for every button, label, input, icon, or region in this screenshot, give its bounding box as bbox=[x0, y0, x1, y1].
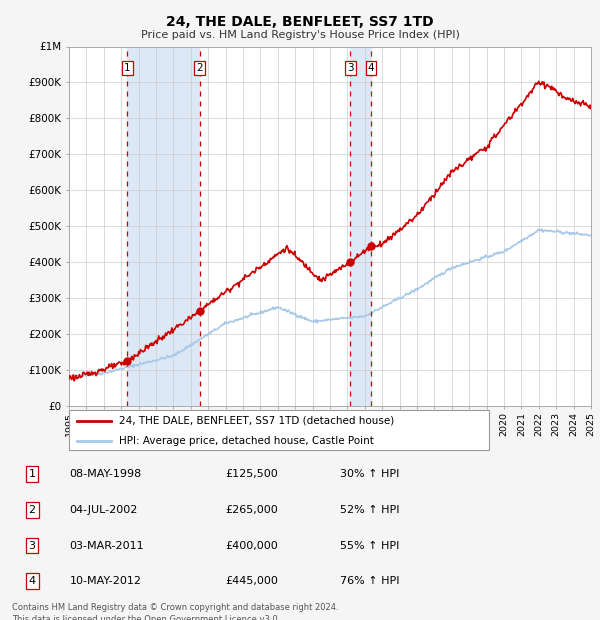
Text: 55% ↑ HPI: 55% ↑ HPI bbox=[340, 541, 400, 551]
FancyBboxPatch shape bbox=[69, 410, 489, 449]
Text: 4: 4 bbox=[368, 63, 374, 73]
Text: 24, THE DALE, BENFLEET, SS7 1TD: 24, THE DALE, BENFLEET, SS7 1TD bbox=[166, 16, 434, 30]
Text: 2: 2 bbox=[196, 63, 203, 73]
Text: HPI: Average price, detached house, Castle Point: HPI: Average price, detached house, Cast… bbox=[119, 435, 374, 446]
Text: £125,500: £125,500 bbox=[225, 469, 278, 479]
Text: 2: 2 bbox=[29, 505, 36, 515]
Text: 1: 1 bbox=[124, 63, 131, 73]
Bar bbox=[350, 46, 371, 406]
Text: 30% ↑ HPI: 30% ↑ HPI bbox=[340, 469, 400, 479]
Text: £265,000: £265,000 bbox=[225, 505, 278, 515]
Text: 3: 3 bbox=[29, 541, 35, 551]
Text: 1: 1 bbox=[29, 469, 35, 479]
Text: £445,000: £445,000 bbox=[225, 576, 278, 586]
Text: 76% ↑ HPI: 76% ↑ HPI bbox=[340, 576, 400, 586]
Text: 03-MAR-2011: 03-MAR-2011 bbox=[70, 541, 144, 551]
Text: 52% ↑ HPI: 52% ↑ HPI bbox=[340, 505, 400, 515]
Text: 24, THE DALE, BENFLEET, SS7 1TD (detached house): 24, THE DALE, BENFLEET, SS7 1TD (detache… bbox=[119, 416, 395, 426]
Text: 08-MAY-1998: 08-MAY-1998 bbox=[70, 469, 142, 479]
Text: Contains HM Land Registry data © Crown copyright and database right 2024.
This d: Contains HM Land Registry data © Crown c… bbox=[12, 603, 338, 620]
Text: Price paid vs. HM Land Registry's House Price Index (HPI): Price paid vs. HM Land Registry's House … bbox=[140, 30, 460, 40]
Text: 3: 3 bbox=[347, 63, 353, 73]
Bar bbox=[127, 46, 199, 406]
Text: £400,000: £400,000 bbox=[225, 541, 278, 551]
Text: 4: 4 bbox=[29, 576, 36, 586]
Text: 10-MAY-2012: 10-MAY-2012 bbox=[70, 576, 142, 586]
Text: 04-JUL-2002: 04-JUL-2002 bbox=[70, 505, 138, 515]
